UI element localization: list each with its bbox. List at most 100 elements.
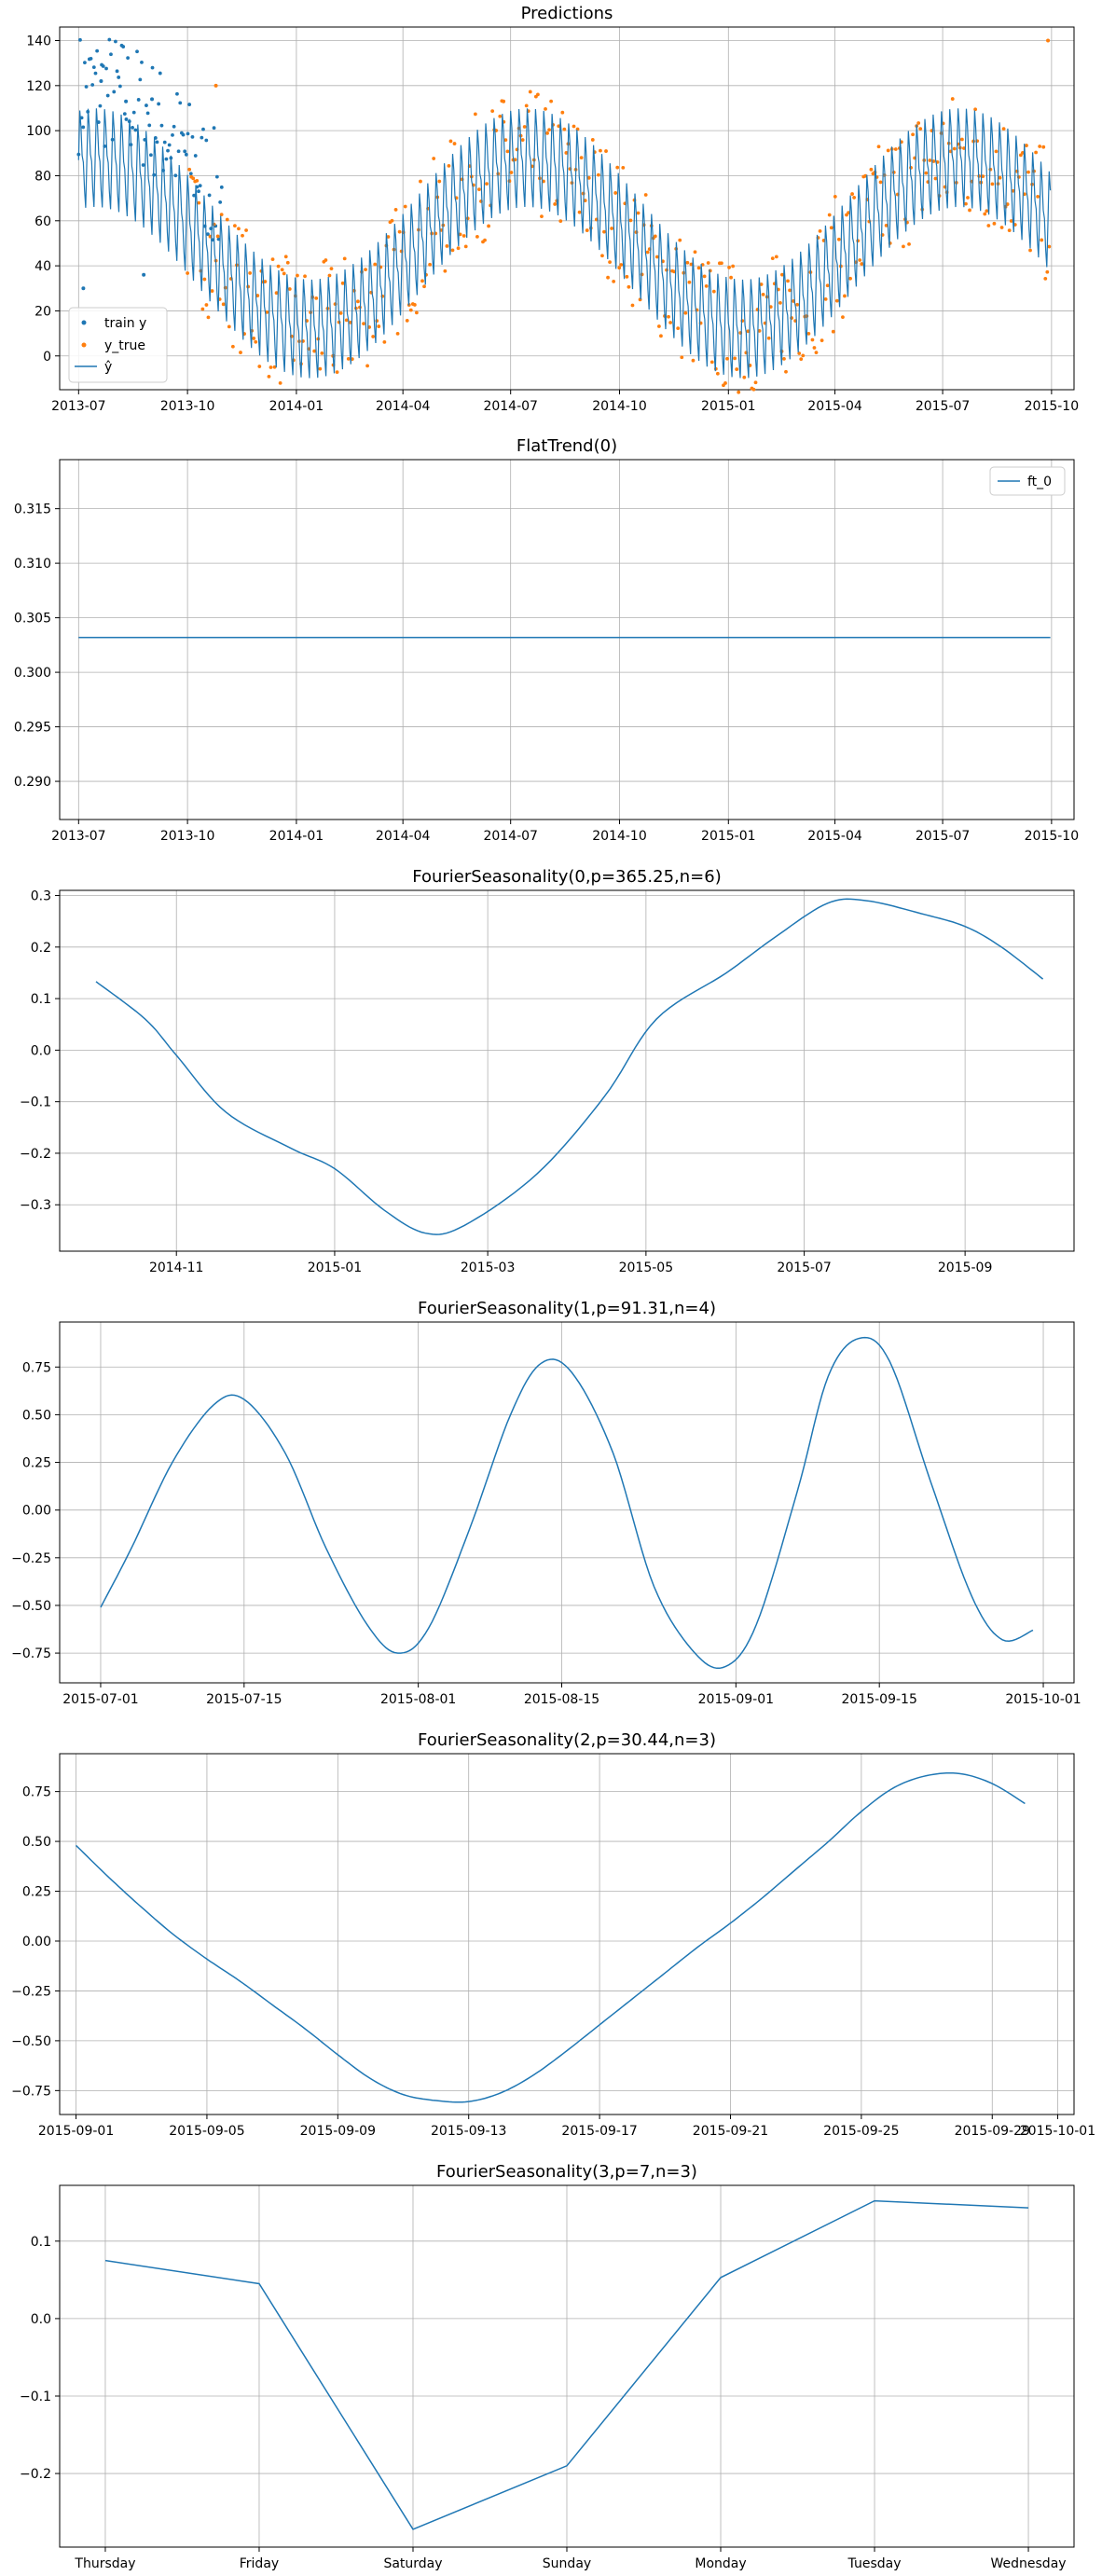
train-y-point <box>126 56 131 61</box>
y-tick-label: −0.1 <box>20 2390 51 2404</box>
y-true-point <box>191 176 196 181</box>
train-y-point <box>219 185 224 189</box>
y-true-point <box>683 310 688 315</box>
gridlines <box>60 1322 1074 1683</box>
x-tick-label: 2015-09-01 <box>698 1692 774 1707</box>
y-true-point <box>968 208 971 213</box>
train-y-point <box>141 163 145 167</box>
y-true-point <box>1007 228 1012 233</box>
y-true-point <box>197 200 201 205</box>
y-true-point <box>232 224 237 228</box>
x-tick-label: 2015-10 <box>1025 829 1080 844</box>
y-true-point <box>784 369 788 374</box>
y-tick-label: 0.315 <box>14 503 51 517</box>
train-y-point <box>183 149 187 154</box>
seasonality-line <box>100 1336 1034 1670</box>
train-y-point <box>162 140 167 145</box>
chart-title: FourierSeasonality(0,p=365.25,n=6) <box>412 867 721 887</box>
y-true-point <box>505 149 510 154</box>
x-tick-label: 2014-07 <box>483 829 538 844</box>
y-true-point <box>1026 170 1030 174</box>
y-true-point <box>257 365 262 368</box>
x-tick-label: 2014-04 <box>376 829 431 844</box>
train-y-point <box>117 76 121 79</box>
y-true-point <box>823 296 828 301</box>
y-true-point <box>1001 127 1006 131</box>
legend: train y y_true ŷ <box>68 307 168 383</box>
y-tick-label: 0.1 <box>31 2235 51 2250</box>
legend-label-true: y_true <box>104 338 145 353</box>
y-true-point <box>770 256 775 261</box>
y-true-point <box>272 365 277 369</box>
train-y-point <box>214 174 219 179</box>
train-y-point <box>140 60 144 64</box>
train-y-point <box>115 69 119 74</box>
y-true-point <box>656 324 661 328</box>
y-true-point <box>759 282 764 286</box>
y-true-point <box>931 159 936 163</box>
y-tick-label: −0.25 <box>11 1551 51 1566</box>
x-tick-label: 2015-10 <box>1025 399 1080 414</box>
legend-marker-true <box>81 342 87 348</box>
train-y-point <box>99 78 103 83</box>
train-y-point <box>124 117 129 121</box>
train-y-point <box>184 152 188 157</box>
x-tick-label: Wednesday <box>991 2556 1067 2571</box>
y-true-point <box>625 274 629 279</box>
x-tick-label: 2015-04 <box>807 399 862 414</box>
y-true-point <box>654 255 659 259</box>
x-tick-label: 2015-08-01 <box>380 1692 456 1707</box>
legend-box <box>68 307 168 383</box>
y-true-point <box>443 269 448 273</box>
y-true-point <box>613 191 618 195</box>
y-true-point <box>1047 244 1052 249</box>
y-tick-label: 0.50 <box>22 1835 51 1850</box>
y-true-point <box>709 360 714 365</box>
y-true-point <box>933 176 938 181</box>
y-true-point <box>393 208 398 212</box>
train-y-point <box>78 37 82 42</box>
y-true-point <box>782 356 786 361</box>
y-true-point <box>735 367 739 371</box>
y-true-point <box>596 172 600 177</box>
y-tick-label: −0.3 <box>20 1198 51 1213</box>
y-true-point <box>858 258 862 262</box>
x-tick-label: 2014-04 <box>376 399 431 414</box>
y-true-point <box>437 179 442 184</box>
y-true-point <box>797 351 802 355</box>
y-true-point <box>636 211 641 215</box>
train-y-point <box>98 103 103 108</box>
y-true-point <box>878 180 883 185</box>
train-y-point <box>124 99 129 103</box>
train-y-point <box>95 48 100 53</box>
x-tick-label: Tuesday <box>847 2556 902 2571</box>
y-true-point <box>729 275 733 280</box>
y-true-point <box>606 275 610 280</box>
y-true-point <box>720 261 723 266</box>
x-tick-label: 2015-03 <box>461 1260 516 1275</box>
y-true-point <box>248 271 253 275</box>
y-true-point <box>364 268 367 271</box>
x-tick-label: 2014-01 <box>269 399 324 414</box>
x-tick-label: 2014-01 <box>269 829 324 844</box>
y-true-point <box>535 92 540 97</box>
y-true-point <box>498 114 503 118</box>
y-true-point <box>564 151 569 155</box>
train-y-point <box>178 101 183 105</box>
y-true-point <box>487 224 490 228</box>
y-true-point <box>477 187 481 192</box>
y-true-point <box>746 329 751 334</box>
train-y-point <box>172 124 176 129</box>
y-tick-label: 20 <box>34 304 51 319</box>
y-true-point <box>973 107 978 112</box>
y-true-point <box>806 331 811 336</box>
y-true-point <box>348 321 352 324</box>
y-true-point <box>983 212 987 216</box>
y-true-point <box>786 279 790 283</box>
weekly-seasonality-chart: Thursday Friday Saturday Sunday Monday Tuesda… <box>20 2162 1075 2571</box>
y-true-point <box>1023 192 1026 197</box>
y-true-point <box>706 261 710 265</box>
y-true-point <box>902 244 905 249</box>
x-tick-label: 2015-09-17 <box>561 2124 637 2139</box>
x-tick-label: 2014-10 <box>592 399 647 414</box>
